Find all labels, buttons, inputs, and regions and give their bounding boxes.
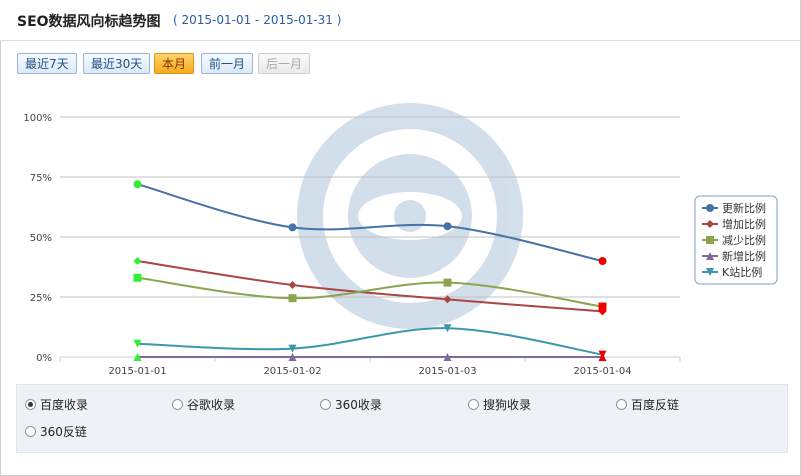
next-month-button[interactable]: 后一月 [258,53,311,74]
x-tick-label: 2015-01-01 [108,366,166,377]
data-point [443,324,452,333]
legend-label[interactable]: 减少比例 [722,233,766,247]
data-point [598,302,607,311]
radio-dot-icon [172,399,183,410]
data-point [598,350,607,359]
radio-label: 360反链 [40,425,87,439]
x-tick-label: 2015-01-02 [263,366,321,377]
data-point [133,257,142,265]
radio-label: 百度收录 [40,398,89,412]
y-tick-label: 50% [30,233,52,244]
previous-month-button[interactable]: 前一月 [201,53,254,74]
metric-selector: 百度收录 谷歌收录 360收录 搜狗收录 百度反链 360反链 [16,384,788,453]
radio-baidu-index[interactable]: 百度收录 [25,396,88,413]
series-line-4 [137,327,603,356]
panel-header: SEO数据风向标趋势图 ( 2015-01-01 - 2015-01-31 ) [0,0,800,41]
y-tick-label: 100% [23,113,52,124]
legend-symbol [706,252,714,260]
data-point [443,278,452,287]
radio-label: 360收录 [335,398,382,412]
data-point [443,295,452,304]
data-point [598,257,607,265]
legend-symbol [706,236,714,244]
this-month-button[interactable]: 本月 [154,53,195,74]
last-30-days-button[interactable]: 最近30天 [83,53,151,74]
x-tick-label: 2015-01-03 [418,366,476,377]
radio-label: 搜狗收录 [483,398,532,412]
radio-360-index[interactable]: 360收录 [320,396,382,413]
data-point [443,353,452,361]
data-point [288,223,297,232]
watermark-logo [297,103,523,329]
radio-google-index[interactable]: 谷歌收录 [172,396,235,413]
data-point [133,353,142,361]
data-point [288,281,297,289]
page-title: SEO数据风向标趋势图 [17,14,161,30]
data-point [133,180,142,189]
date-range-label: ( 2015-01-01 - 2015-01-31 ) [173,13,342,27]
legend-label[interactable]: 新增比例 [722,249,766,263]
series-line-0 [137,183,603,262]
x-tick-label: 2015-01-04 [573,366,631,377]
radio-dot-icon [25,399,36,410]
data-point [288,344,297,353]
data-point [133,273,142,282]
data-point [133,339,142,348]
radio-360-backlinks[interactable]: 360反链 [25,423,87,440]
data-point [288,353,297,361]
series-line-2 [137,276,603,308]
radio-label: 百度反链 [631,398,680,412]
radio-dot-icon [468,399,479,410]
legend-label[interactable]: K站比例 [722,265,762,279]
data-point [288,294,297,303]
y-tick-label: 25% [30,293,52,304]
last-7-days-button[interactable]: 最近7天 [17,53,77,74]
legend-label[interactable]: 更新比例 [722,201,766,215]
radio-dot-icon [320,399,331,410]
radio-baidu-backlinks[interactable]: 百度反链 [616,396,679,413]
legend-symbol [706,268,714,276]
legend-symbol [706,220,714,228]
data-point [443,222,452,231]
radio-label: 谷歌收录 [187,398,236,412]
radio-dot-icon [25,426,36,437]
legend-symbol [706,204,714,212]
radio-dot-icon [616,399,627,410]
y-tick-label: 0% [36,353,52,364]
trend-chart: 100% 75% 50% 25% 0% 2015-01-01 2015-01-02 2015-… [23,103,778,377]
radio-sogou-index[interactable]: 搜狗收录 [468,396,531,413]
legend-label[interactable]: 增加比例 [722,217,766,231]
series-line-1 [137,260,603,313]
y-tick-label: 75% [30,173,52,184]
